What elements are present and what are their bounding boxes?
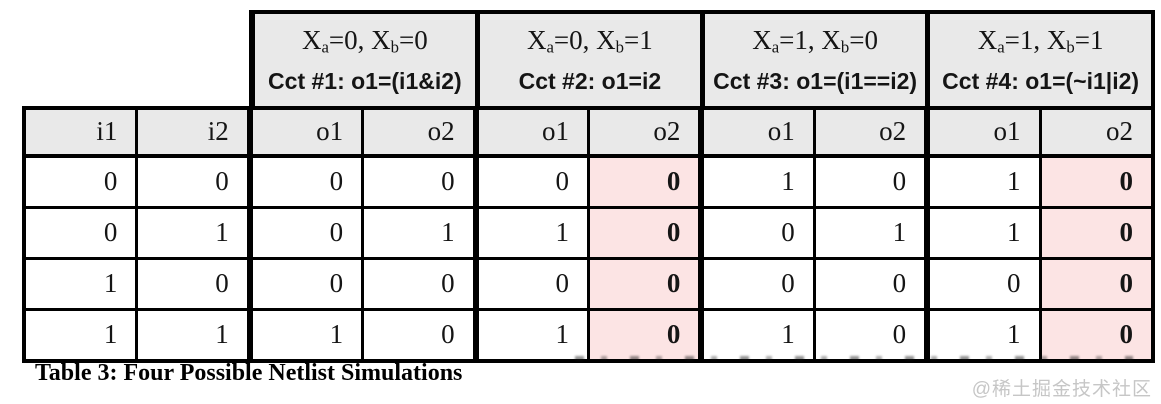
data-cell: 1 <box>472 206 590 260</box>
data-cell: 0 <box>361 308 478 363</box>
data-cell: 0 <box>698 206 816 260</box>
col-header-cct4-o2: o2 <box>1038 106 1155 158</box>
data-cell: 0 <box>812 257 929 311</box>
col-header-cct3-o1: o1 <box>698 106 816 158</box>
data-cell: 1 <box>135 206 252 260</box>
condition-label: Xa=0, Xb=0 <box>301 24 428 57</box>
data-cell-highlighted: 0 <box>1038 257 1155 311</box>
data-cell: 0 <box>22 206 139 260</box>
table-row: Xa=0, Xb=0 Cct #1: o1=(i1&i2) Xa=0, Xb=1… <box>248 10 1156 106</box>
cropped-text-artifact <box>575 356 1133 361</box>
data-cell: 0 <box>472 154 590 209</box>
col-header-cct3-o2: o2 <box>812 106 929 158</box>
circuit-header-cct3: Xa=1, Xb=0 Cct #3: o1=(i1==i2) <box>699 10 931 106</box>
data-cell-highlighted: 0 <box>586 308 703 363</box>
column-header-row: i1 i2 o1 o2 o1 o2 o1 o2 o1 o2 <box>22 106 1155 158</box>
data-cell-highlighted: 0 <box>586 257 703 311</box>
data-cell: 0 <box>698 257 816 311</box>
data-cell: 0 <box>135 257 252 311</box>
data-cell: 0 <box>361 154 478 209</box>
circuit-header-content: Xa=0, Xb=0 Cct #1: o1=(i1&i2) <box>255 14 475 106</box>
data-cell: 1 <box>472 308 590 363</box>
data-cell: 1 <box>22 257 139 311</box>
data-cell: 0 <box>812 154 929 209</box>
data-cell-highlighted: 0 <box>1038 308 1155 363</box>
watermark: @稀土掘金技术社区 <box>971 379 1152 400</box>
data-cell: 1 <box>698 154 816 209</box>
data-cell: 0 <box>812 308 929 363</box>
circuit-formula: Cct #3: o1=(i1==i2) <box>713 68 918 95</box>
circuit-header-row: Xa=0, Xb=0 Cct #1: o1=(i1&i2) Xa=0, Xb=1… <box>248 10 1156 106</box>
condition-label: Xa=1, Xb=1 <box>977 24 1104 57</box>
data-cell: 1 <box>924 308 1042 363</box>
data-cell: 0 <box>246 154 365 209</box>
circuit-header-cct1: Xa=0, Xb=0 Cct #1: o1=(i1&i2) <box>248 10 480 106</box>
circuit-formula: Cct #2: o1=i2 <box>518 68 662 95</box>
col-header-i1: i1 <box>22 106 139 158</box>
data-cell: 1 <box>22 308 139 363</box>
col-header-cct2-o1: o1 <box>472 106 590 158</box>
data-cell: 1 <box>924 154 1042 209</box>
data-cell: 1 <box>812 206 929 260</box>
col-header-cct4-o1: o1 <box>924 106 1042 158</box>
circuit-formula: Cct #4: o1=(~i1|i2) <box>942 68 1140 95</box>
col-header-cct2-o2: o2 <box>586 106 703 158</box>
table-row: 1 0 0 0 0 0 0 0 0 0 <box>22 257 1155 311</box>
data-cell-highlighted: 0 <box>586 154 703 209</box>
data-cell-highlighted: 0 <box>1038 206 1155 260</box>
data-cell: 0 <box>22 154 139 209</box>
truth-table: i1 i2 o1 o2 o1 o2 o1 o2 o1 o2 0 0 0 0 0 … <box>22 106 1155 363</box>
circuit-formula: Cct #1: o1=(i1&i2) <box>268 68 462 95</box>
circuit-header-cct4: Xa=1, Xb=1 Cct #4: o1=(~i1|i2) <box>925 10 1156 106</box>
circuit-header-content: Xa=0, Xb=1 Cct #2: o1=i2 <box>480 14 700 106</box>
data-cell: 0 <box>924 257 1042 311</box>
data-cell: 0 <box>246 206 365 260</box>
netlist-simulations-table: Xa=0, Xb=0 Cct #1: o1=(i1&i2) Xa=0, Xb=1… <box>22 10 1156 363</box>
table-caption: Table 3: Four Possible Netlist Simulatio… <box>35 360 463 386</box>
data-cell-highlighted: 0 <box>586 206 703 260</box>
condition-label: Xa=0, Xb=1 <box>526 24 653 57</box>
data-cell-highlighted: 0 <box>1038 154 1155 209</box>
col-header-cct1-o1: o1 <box>246 106 365 158</box>
data-cell: 1 <box>135 308 252 363</box>
circuit-header-content: Xa=1, Xb=1 Cct #4: o1=(~i1|i2) <box>930 14 1151 106</box>
circuit-header-cct2: Xa=0, Xb=1 Cct #2: o1=i2 <box>474 10 706 106</box>
data-cell: 0 <box>246 257 365 311</box>
data-cell: 1 <box>698 308 816 363</box>
data-cell: 0 <box>135 154 252 209</box>
data-cell: 0 <box>472 257 590 311</box>
table-row: 0 0 0 0 0 0 1 0 1 0 <box>22 154 1155 209</box>
data-cell: 1 <box>361 206 478 260</box>
table-row: 1 1 1 0 1 0 1 0 1 0 <box>22 308 1155 363</box>
table-row: 0 1 0 1 1 0 0 1 1 0 <box>22 206 1155 260</box>
data-cell: 1 <box>246 308 365 363</box>
col-header-i2: i2 <box>135 106 252 158</box>
data-cell: 1 <box>924 206 1042 260</box>
condition-label: Xa=1, Xb=0 <box>752 24 879 57</box>
col-header-cct1-o2: o2 <box>361 106 478 158</box>
data-cell: 0 <box>361 257 478 311</box>
circuit-header-content: Xa=1, Xb=0 Cct #3: o1=(i1==i2) <box>705 14 925 106</box>
